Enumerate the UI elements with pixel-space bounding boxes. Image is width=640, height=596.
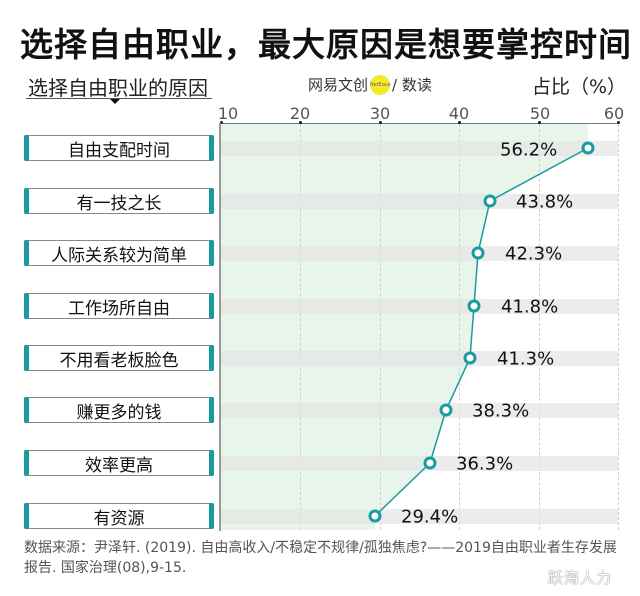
subtitle-underline	[26, 98, 212, 99]
grid-line	[300, 124, 301, 530]
brand-column: / 数读	[392, 76, 432, 94]
data-point	[463, 351, 477, 365]
brand-logo: 网易文创 NetEase / 数读	[308, 74, 432, 95]
netease-badge-icon: NetEase	[370, 74, 391, 95]
x-axis-tick	[220, 121, 223, 124]
data-point	[483, 194, 497, 208]
category-label: 效率更高	[24, 450, 214, 476]
category-label: 有资源	[24, 503, 214, 529]
x-axis-tick	[538, 121, 541, 124]
data-point	[423, 456, 437, 470]
x-axis-tick	[617, 121, 620, 124]
category-label: 工作场所自由	[24, 293, 214, 319]
source-note: 数据来源：尹泽轩. (2019). 自由高收入/不稳定不规律/孤独焦虑?——20…	[24, 540, 617, 576]
x-axis-tick	[458, 121, 461, 124]
value-label: 56.2%	[500, 139, 558, 161]
row-band	[221, 299, 618, 314]
x-tick-label: 30	[369, 104, 391, 123]
row-band	[221, 456, 618, 471]
down-triangle-icon	[110, 99, 120, 104]
data-point	[467, 299, 481, 313]
row-band	[221, 351, 618, 366]
y-axis-line	[219, 123, 221, 531]
x-tick-label: 20	[289, 104, 311, 123]
chart-title: 选择自由职业，最大原因是想要掌控时间	[20, 25, 632, 64]
value-label: 36.3%	[456, 453, 514, 475]
unit-label: 占比（%）	[532, 76, 627, 98]
grid-line	[459, 124, 460, 530]
row-band	[221, 194, 618, 209]
row-band	[221, 403, 618, 418]
data-point	[471, 246, 485, 260]
value-label: 29.4%	[401, 506, 459, 528]
data-point	[368, 509, 382, 523]
watermark: 跃海人力	[548, 569, 613, 587]
data-point	[581, 141, 595, 155]
value-label: 41.3%	[497, 348, 555, 370]
category-label: 人际关系较为简单	[24, 240, 214, 266]
row-band	[221, 509, 618, 524]
x-axis-tick	[379, 121, 382, 124]
category-label: 赚更多的钱	[24, 397, 214, 423]
category-label: 不用看老板脸色	[24, 345, 214, 371]
x-tick-label: 10	[217, 104, 239, 123]
category-label: 有一技之长	[24, 188, 214, 214]
value-label: 38.3%	[472, 400, 530, 422]
x-tick-label: 60	[603, 104, 625, 123]
brand-name: 网易文创	[308, 76, 369, 94]
x-tick-label: 40	[448, 104, 470, 123]
grid-line	[380, 124, 381, 530]
category-label: 自由支配时间	[24, 135, 214, 161]
row-band	[221, 246, 618, 261]
x-tick-label: 50	[529, 104, 551, 123]
chart-subtitle: 选择自由职业的原因	[28, 76, 208, 100]
data-point	[439, 403, 453, 417]
x-axis-line	[221, 123, 618, 124]
value-label: 41.8%	[501, 296, 559, 318]
value-label: 43.8%	[516, 191, 574, 213]
x-axis-tick	[299, 121, 302, 124]
grid-line	[618, 124, 619, 530]
value-label: 42.3%	[505, 243, 563, 265]
row-band	[221, 141, 618, 156]
area-fill	[221, 124, 588, 530]
grid-line	[539, 124, 540, 530]
